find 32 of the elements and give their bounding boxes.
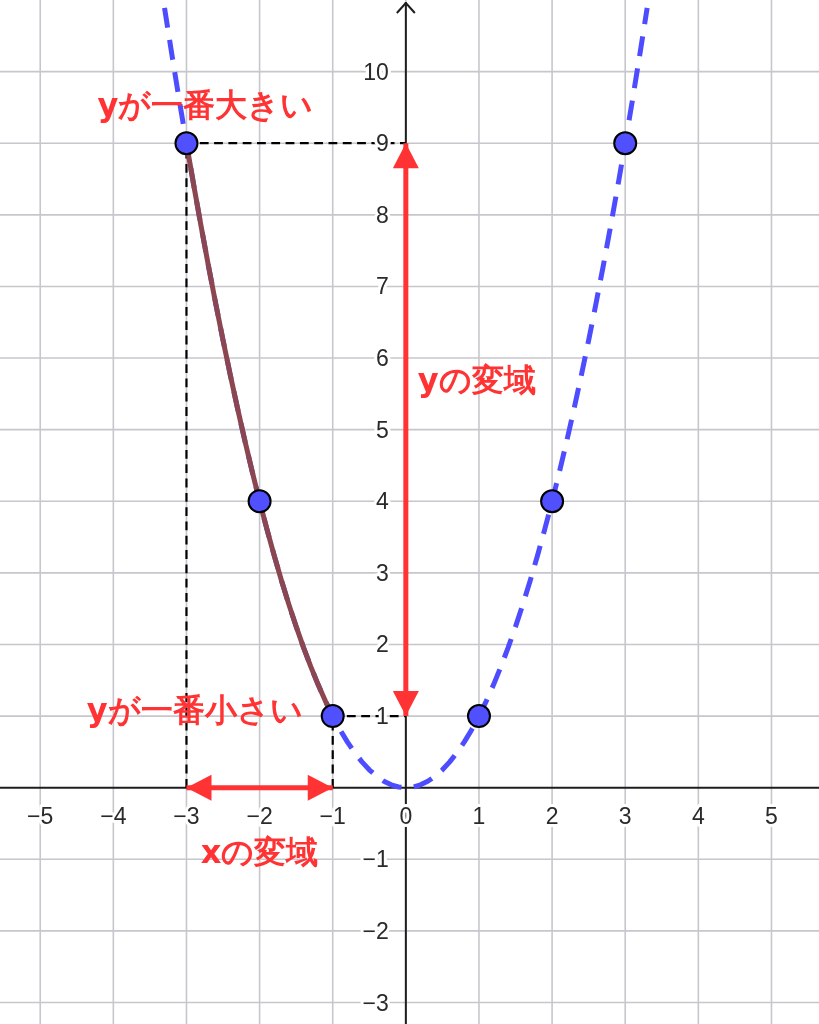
x-tick-label: −5 [27,802,54,829]
point [174,131,199,156]
y-tick-label: 7 [376,273,389,300]
point [320,704,345,729]
y-tick-label: 9 [376,130,389,157]
y-tick-label: −2 [362,917,389,944]
x-tick-label: 5 [765,802,778,829]
x-tick-label: 4 [691,802,705,829]
x-tick-label: 2 [545,802,559,829]
x-tick-label: −1 [319,802,346,829]
x-tick-label: −3 [173,802,200,829]
y-tick-label: 3 [376,559,389,586]
y-tick-label: 5 [376,416,389,443]
point [466,704,491,729]
x-tick-label: −2 [246,802,273,829]
point [540,489,565,514]
y-tick-label: 10 [363,58,389,85]
x-tick-label: 3 [618,802,632,829]
annotation: yが一番大きい [97,86,314,125]
legend-label: xの変域 [200,832,319,871]
y-tick-label: 6 [376,345,389,372]
y-tick-label: −1 [362,846,389,873]
series-label: yの変域 [417,360,536,399]
point [613,131,638,156]
x-tick-label: −4 [100,802,127,829]
y-tick-label: 8 [376,201,389,228]
y-tick-label: 4 [376,488,390,515]
annotation: yが一番小さい [86,691,303,730]
x-tick-label: 1 [472,802,486,829]
y-tick-label: 2 [376,631,389,658]
point [247,489,272,514]
y-tick-label: −3 [362,989,389,1016]
